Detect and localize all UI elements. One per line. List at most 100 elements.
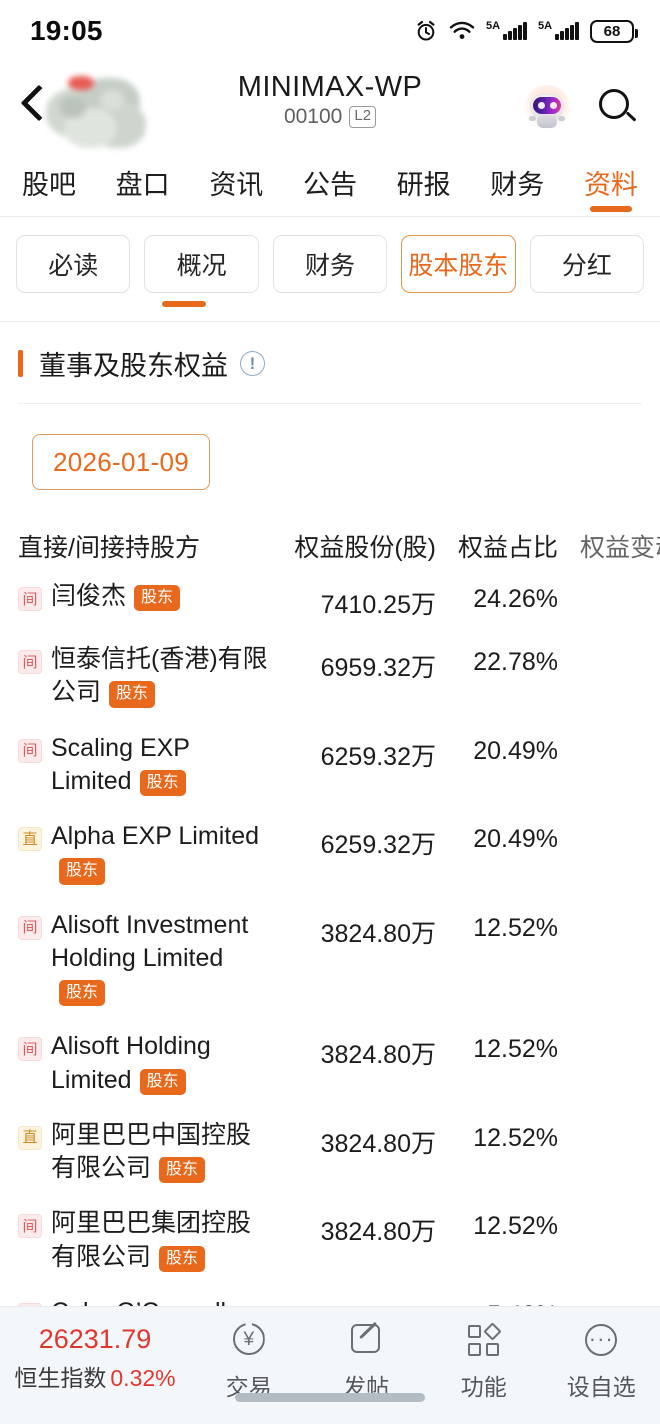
indirect-holding-icon: 间 xyxy=(18,650,42,674)
table-body[interactable]: 间闫俊杰股东7410.25万24.26%--间恒泰信托(香港)有限公司股东695… xyxy=(0,568,660,1358)
status-icon-group: 5A 5A 68 xyxy=(414,19,638,43)
wifi-icon xyxy=(449,21,475,39)
robot-mascot-icon[interactable] xyxy=(524,85,570,131)
cell-percent: 24.26% xyxy=(473,585,558,613)
tab-ziliao[interactable]: 资料 xyxy=(584,163,638,214)
tab-zixun[interactable]: 资讯 xyxy=(209,169,264,200)
table-row[interactable]: 间 Alisoft Holding Limited 股东 3824.80万 12.52%… xyxy=(0,1018,660,1107)
direct-holding-icon: 直 xyxy=(18,1125,42,1150)
cell-shareholder: 间 Scaling EXP Limited 股东 xyxy=(18,732,276,799)
direct-holding-icon: 直 xyxy=(18,827,42,851)
cell-shareholder: 直阿里巴巴中国控股有限公司 股东 xyxy=(18,1119,276,1186)
shareholder-badge: 股东 xyxy=(139,769,186,797)
index-value: 26231.79 xyxy=(38,1324,152,1354)
cell-shares: 3824.80万 xyxy=(320,919,436,948)
tab-yanbao[interactable]: 研报 xyxy=(396,169,451,200)
shareholder-name: 阿里巴巴集团控股有限公司 股东 xyxy=(51,1209,252,1272)
index-name: 恒生指数 xyxy=(14,1365,107,1392)
nav-label: 设自选 xyxy=(566,1374,636,1400)
nav-item-function[interactable]: 功能 xyxy=(425,1321,543,1402)
shareholder-badge: 股东 xyxy=(59,980,106,1007)
cell-change: -- xyxy=(558,1119,660,1153)
cell-shares: 3824.80万 xyxy=(320,1218,436,1247)
index-change: 0.32% xyxy=(110,1365,176,1392)
nav-item-post[interactable]: 发帖 xyxy=(308,1321,426,1402)
tab-guba[interactable]: 股吧 xyxy=(22,169,76,200)
subtab-scroll-indicator xyxy=(162,301,206,307)
indirect-holding-icon: 间 xyxy=(18,587,42,611)
cell-percent: 22.78% xyxy=(473,648,558,676)
shareholder-name: 恒泰信托(香港)有限公司 股东 xyxy=(51,645,268,708)
back-button[interactable] xyxy=(14,68,164,148)
signal-icon: 5A xyxy=(486,21,527,40)
cell-change: -- xyxy=(558,1030,660,1064)
battery-icon: 68 xyxy=(590,19,638,43)
table-row[interactable]: 间 Alisoft Investment Holding Limited股东 382… xyxy=(0,897,660,1019)
col-header-change: 权益变动 xyxy=(579,534,660,562)
cell-shareholder: 间 Alisoft Holding Limited 股东 xyxy=(18,1030,276,1097)
cell-change: -- xyxy=(558,732,660,766)
section-divider xyxy=(18,403,642,404)
table-row[interactable]: 直 Alpha EXP Limited股东 6259.32万 20.49%-- xyxy=(0,808,660,897)
col-header-pct: 权益占比 xyxy=(457,534,558,562)
section-accent-bar xyxy=(18,350,23,377)
shareholder-badge: 股东 xyxy=(134,585,181,612)
cell-percent: 12.52% xyxy=(473,913,558,942)
subtab-gaikuang[interactable]: 概况 xyxy=(144,235,259,293)
cell-change: -- xyxy=(558,820,660,854)
cell-shareholder: 直 Alpha EXP Limited股东 xyxy=(18,820,276,887)
cell-shareholder: 间 Alisoft Investment Holding Limited股东 xyxy=(18,909,276,1009)
nav-item-watchlist[interactable]: ··· 设自选 xyxy=(543,1321,660,1402)
col-header-name: 直接/间接持股方 xyxy=(18,534,200,562)
cell-change: -- xyxy=(558,580,660,614)
shareholder-badge: 股东 xyxy=(59,858,106,885)
alarm-icon xyxy=(417,20,435,41)
blurred-logo xyxy=(42,74,152,148)
table-row[interactable]: 间 Scaling EXP Limited股东 6259.32万 20.49%-- xyxy=(0,720,660,809)
table-header-row: 直接/间接持股方 权益股份(股) 权益占比 权益变动 xyxy=(0,524,660,568)
tab-pankou[interactable]: 盘口 xyxy=(115,169,170,200)
shareholder-name: Alpha EXP Limited股东 xyxy=(51,820,270,887)
home-indicator xyxy=(235,1393,425,1402)
shareholder-name: 阿里巴巴中国控股有限公司 股东 xyxy=(51,1120,252,1184)
sub-tab-bar: 必读 概况 财务 股本股东 分红 xyxy=(0,217,660,307)
cell-shares: 3824.80万 xyxy=(320,1129,436,1158)
subtab-gubengudong[interactable]: 股本股东 xyxy=(401,235,516,293)
bottom-navigation-bar: 26231.79 恒生指数 0.32% ¥ 交易 发帖 功能 ··· 设自选 xyxy=(0,1306,660,1424)
date-filter-chip[interactable]: 2026-01-09 xyxy=(32,434,210,490)
shareholder-badge: 股东 xyxy=(139,1068,186,1095)
tab-gonggao[interactable]: 公告 xyxy=(302,169,357,200)
indirect-holding-icon: 间 xyxy=(18,915,42,940)
cell-shareholder: 间阿里巴巴集团控股有限公司 股东 xyxy=(18,1207,276,1274)
indirect-holding-icon: 间 xyxy=(18,738,42,763)
date-filter-row: 2026-01-09 xyxy=(0,404,660,490)
main-tab-bar: 股吧 盘口 资讯 公告 研报 财务 资料 xyxy=(0,154,660,216)
shareholder-name: Alisoft Investment Holding Limited股东 xyxy=(51,909,270,1009)
subtab-fenhong[interactable]: 分红 xyxy=(529,235,645,293)
subtab-bidu[interactable]: 必读 xyxy=(16,235,131,293)
shareholder-name: 闫俊杰 股东 xyxy=(51,580,181,613)
shareholder-table: 直接/间接持股方 权益股份(股) 权益占比 权益变动 间闫俊杰股东7410.25… xyxy=(0,490,660,1358)
index-name-row: 恒生指数 0.32% xyxy=(0,1359,190,1393)
indirect-holding-icon: 间 xyxy=(18,1037,42,1062)
cell-shareholder: 间恒泰信托(香港)有限公司 股东 xyxy=(18,643,276,710)
nav-item-trade[interactable]: ¥ 交易 xyxy=(190,1321,308,1402)
stock-code: 00100 xyxy=(283,105,343,129)
subtab-caiwu[interactable]: 财务 xyxy=(272,235,388,293)
tab-caiwu[interactable]: 财务 xyxy=(490,169,545,200)
cell-shares: 6259.32万 xyxy=(320,742,436,771)
header-actions xyxy=(524,85,638,131)
tab-divider xyxy=(0,216,660,217)
status-time: 19:05 xyxy=(30,15,103,46)
info-circle-icon[interactable]: ! xyxy=(240,351,265,376)
cell-shares: 3824.80万 xyxy=(320,1041,436,1070)
cell-shareholder: 间闫俊杰 股东 xyxy=(18,580,276,613)
search-icon[interactable] xyxy=(596,87,638,129)
col-header-shares: 权益股份(股) xyxy=(294,534,436,562)
index-ticker[interactable]: 26231.79 恒生指数 0.32% xyxy=(0,1321,190,1393)
